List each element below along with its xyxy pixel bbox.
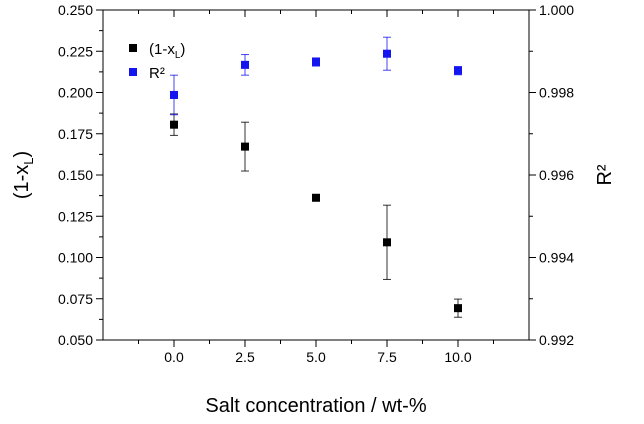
data-point-series-1: [383, 238, 391, 247]
legend-marker-series-1: [129, 44, 137, 52]
legend-label-series-1: (1-xL): [149, 41, 185, 61]
x-tick-label: 0.0: [164, 349, 184, 365]
data-point-series-1: [170, 120, 178, 129]
y-left-tick-label: 0.125: [58, 208, 93, 224]
y-right-tick-label: 0.992: [539, 332, 574, 348]
y-right-tick-label: 0.998: [539, 85, 574, 101]
y-left-tick-label: 0.225: [58, 43, 93, 59]
x-tick-label: 5.0: [306, 349, 326, 365]
data-point-series-1: [312, 193, 320, 202]
data-point-series-2: [170, 90, 178, 99]
y-left-tick-label: 0.050: [58, 332, 93, 348]
y-left-tick-label: 0.200: [58, 85, 93, 101]
y-axis-left-label: (1-xL): [11, 151, 36, 199]
x-axis-label: Salt concentration / wt-%: [205, 395, 426, 417]
y-axis-right-label: R²: [594, 164, 616, 185]
x-tick-label: 10.0: [444, 349, 471, 365]
y-left-tick-label: 0.175: [58, 126, 93, 142]
y-left-tick-label: 0.250: [58, 2, 93, 18]
y-right-tick-label: 1.000: [539, 2, 574, 18]
data-point-series-2: [454, 66, 462, 75]
x-tick-label: 2.5: [235, 349, 255, 365]
y-left-tick-label: 0.150: [58, 167, 93, 183]
data-point-series-2: [241, 60, 249, 69]
data-point-series-1: [241, 142, 249, 151]
legend-label-series-2: R²: [149, 65, 165, 82]
y-left-tick-label: 0.075: [58, 291, 93, 307]
data-point-series-1: [454, 304, 462, 313]
data-point-series-2: [383, 49, 391, 58]
y-right-tick-label: 0.994: [539, 250, 574, 266]
y-left-tick-label: 0.100: [58, 250, 93, 266]
y-axis-left-label-subscript: L: [21, 157, 36, 164]
data-point-series-2: [312, 57, 320, 66]
y-right-tick-label: 0.996: [539, 167, 574, 183]
x-tick-label: 7.5: [377, 349, 397, 365]
legend-marker-series-2: [129, 68, 137, 76]
legend: (1-xL) R²: [129, 41, 185, 82]
